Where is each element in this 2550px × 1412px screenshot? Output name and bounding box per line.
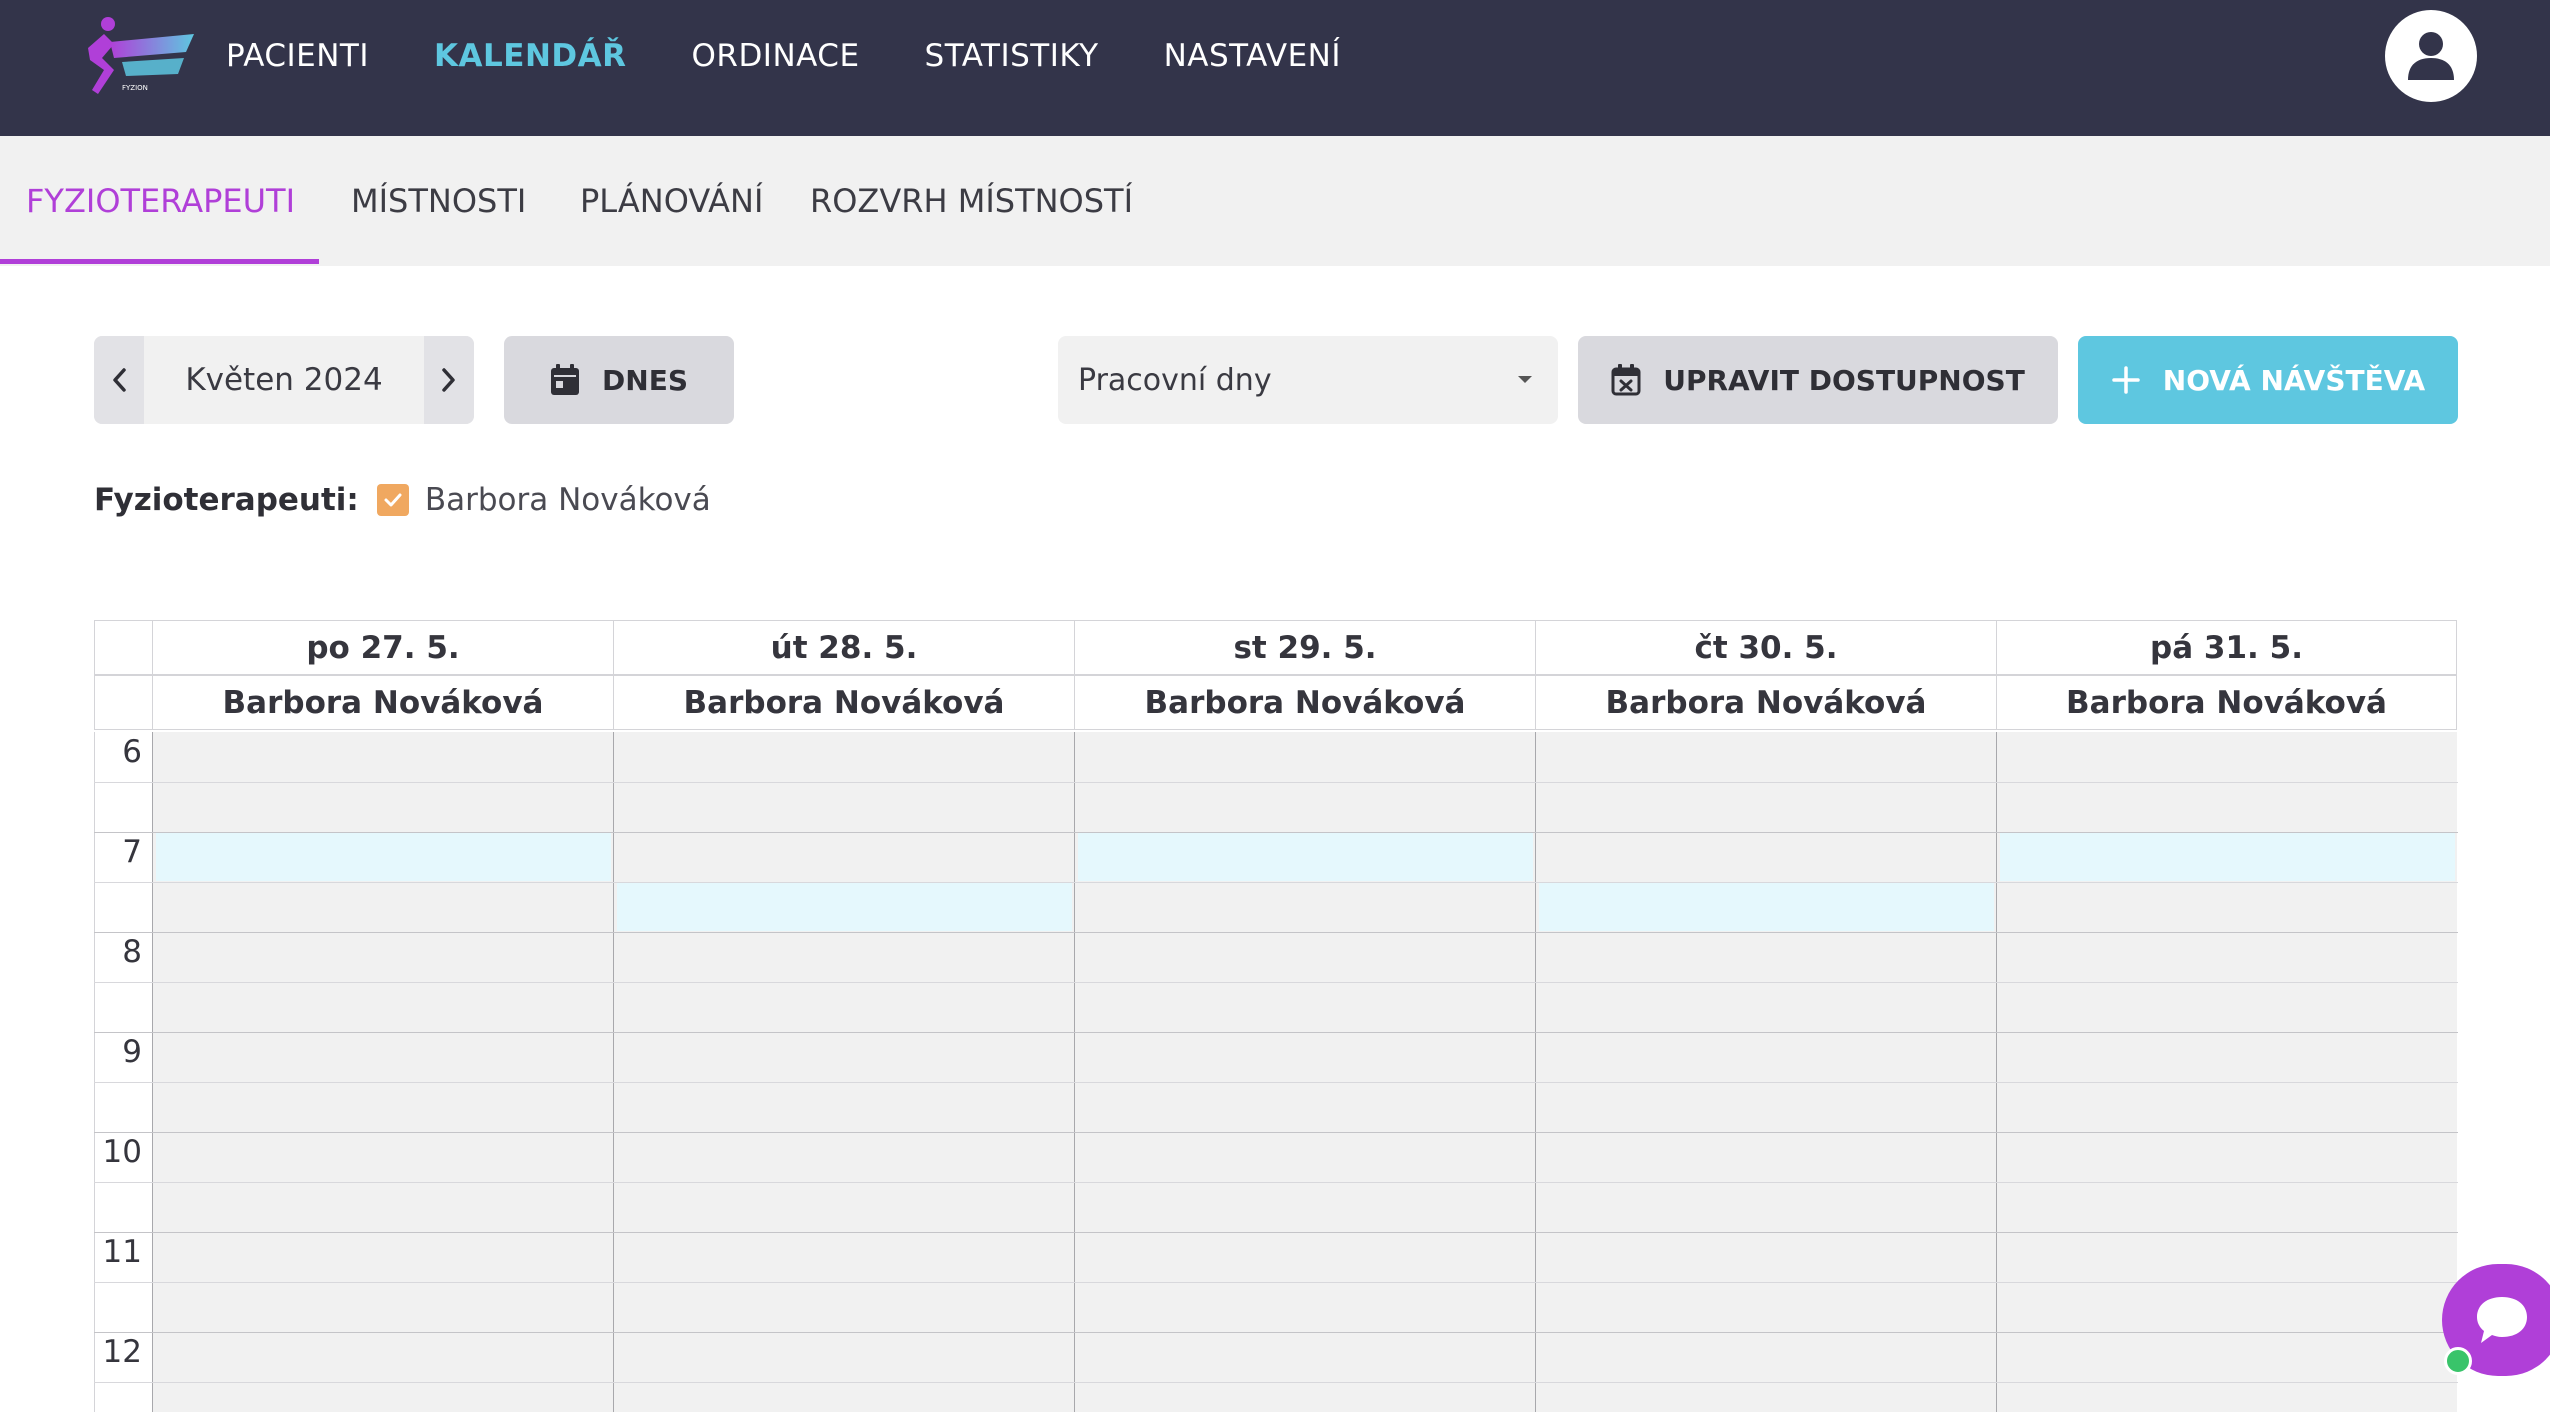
svg-text:FYZION: FYZION: [122, 84, 148, 92]
sub-tabs: FYZIOTERAPEUTI MÍSTNOSTI PLÁNOVÁNÍ ROZVR…: [0, 136, 2550, 266]
view-select[interactable]: Pracovní dny: [1058, 336, 1558, 424]
week-calendar: po 27. 5. út 28. 5. st 29. 5. čt 30. 5. …: [94, 620, 2458, 1412]
hour-label: 12: [102, 1334, 142, 1370]
month-navigator: Květen 2024: [94, 336, 474, 424]
available-slot[interactable]: [2000, 833, 2455, 881]
therapist-checkbox[interactable]: [376, 484, 409, 516]
day-header-therapist: Barbora Nováková: [1074, 675, 1535, 730]
tab-fyzioterapeuti[interactable]: FYZIOTERAPEUTI: [26, 182, 296, 220]
online-status-dot: [2444, 1347, 2472, 1375]
available-slot[interactable]: [617, 883, 1072, 931]
plus-icon: [2112, 366, 2140, 394]
hour-label: 7: [122, 834, 142, 870]
day-column[interactable]: [613, 732, 1074, 1412]
active-tab-indicator: [0, 259, 319, 264]
month-label: Květen 2024: [185, 362, 383, 398]
day-header-date: út 28. 5.: [613, 620, 1074, 675]
day-header-date: čt 30. 5.: [1535, 620, 1996, 675]
hour-label: 9: [122, 1034, 142, 1070]
hour-line: [94, 1332, 2458, 1333]
hour-line: [94, 1132, 2458, 1133]
nav-item-pacienti[interactable]: PACIENTI: [226, 38, 370, 74]
available-slot[interactable]: [1078, 833, 1533, 881]
calendar-x-icon: [1611, 364, 1641, 396]
half-hour-line: [94, 1282, 2458, 1283]
half-hour-line: [94, 1082, 2458, 1083]
user-avatar-button[interactable]: [2385, 10, 2477, 102]
available-slot[interactable]: [156, 833, 611, 881]
day-header-therapist: Barbora Nováková: [1996, 675, 2457, 730]
new-visit-button[interactable]: NOVÁ NÁVŠTĚVA: [2078, 336, 2458, 424]
check-icon: [384, 493, 402, 507]
day-header-date: pá 31. 5.: [1996, 620, 2457, 675]
hour-label: 8: [122, 934, 142, 970]
hour-label: 10: [102, 1134, 142, 1170]
half-hour-line: [94, 782, 2458, 783]
hour-line: [94, 832, 2458, 833]
therapist-name: Barbora Nováková: [424, 482, 711, 518]
therapist-header-row: Barbora Nováková Barbora Nováková Barbor…: [94, 675, 2458, 730]
half-hour-line: [94, 882, 2458, 883]
top-navbar: FYZION PACIENTI KALENDÁŘ ORDINACE STATIS…: [0, 0, 2550, 136]
half-hour-line: [94, 1182, 2458, 1183]
today-label: DNES: [602, 363, 688, 397]
half-hour-line: [94, 1382, 2458, 1383]
day-header-therapist: Barbora Nováková: [613, 675, 1074, 730]
today-button[interactable]: DNES: [504, 336, 734, 424]
next-month-button[interactable]: [424, 336, 474, 424]
header-corner: [94, 675, 152, 730]
main-nav: PACIENTI KALENDÁŘ ORDINACE STATISTIKY NA…: [226, 0, 1406, 112]
half-hour-line: [94, 982, 2458, 983]
day-column[interactable]: [1535, 732, 1996, 1412]
chevron-left-icon: [113, 368, 126, 392]
day-header-date: st 29. 5.: [1074, 620, 1535, 675]
fyzion-logo[interactable]: FYZION: [74, 14, 196, 100]
chat-bubble-icon: [2477, 1297, 2527, 1343]
calendar-grid: 6 7 8 9 10 11 12: [94, 732, 2458, 1412]
hour-label: 6: [122, 734, 142, 770]
new-visit-label: NOVÁ NÁVŠTĚVA: [2162, 363, 2426, 397]
chevron-right-icon: [442, 368, 455, 392]
tab-planovani[interactable]: PLÁNOVÁNÍ: [580, 182, 764, 220]
hour-line: [94, 1232, 2458, 1233]
day-header-therapist: Barbora Nováková: [1535, 675, 1996, 730]
filter-label: Fyzioterapeuti:: [94, 482, 359, 518]
hour-line: [94, 932, 2458, 933]
header-corner: [94, 620, 152, 675]
available-slot[interactable]: [1539, 883, 1994, 931]
view-select-value: Pracovní dny: [1078, 362, 1272, 398]
hour-label: 11: [102, 1234, 142, 1270]
calendar-icon: [551, 364, 580, 395]
hour-line: [94, 1032, 2458, 1033]
user-icon: [2408, 32, 2454, 80]
nav-item-kalendar[interactable]: KALENDÁŘ: [434, 38, 627, 74]
nav-item-statistiky[interactable]: STATISTIKY: [924, 38, 1099, 74]
caret-down-icon: [1518, 376, 1532, 383]
edit-availability-label: UPRAVIT DOSTUPNOST: [1663, 363, 2025, 397]
edit-availability-button[interactable]: UPRAVIT DOSTUPNOST: [1578, 336, 2058, 424]
nav-item-ordinace[interactable]: ORDINACE: [691, 38, 860, 74]
tab-mistnosti[interactable]: MÍSTNOSTI: [351, 182, 527, 220]
prev-month-button[interactable]: [94, 336, 144, 424]
date-header-row: po 27. 5. út 28. 5. st 29. 5. čt 30. 5. …: [94, 620, 2458, 675]
therapist-filter: Fyzioterapeuti: Barbora Nováková: [94, 482, 711, 518]
day-header-date: po 27. 5.: [152, 620, 613, 675]
tab-rozvrh-mistnosti[interactable]: ROZVRH MÍSTNOSTÍ: [810, 182, 1134, 220]
time-column: 6 7 8 9 10 11 12: [94, 732, 152, 1412]
nav-item-nastaveni[interactable]: NASTAVENÍ: [1163, 38, 1342, 74]
day-header-therapist: Barbora Nováková: [152, 675, 613, 730]
